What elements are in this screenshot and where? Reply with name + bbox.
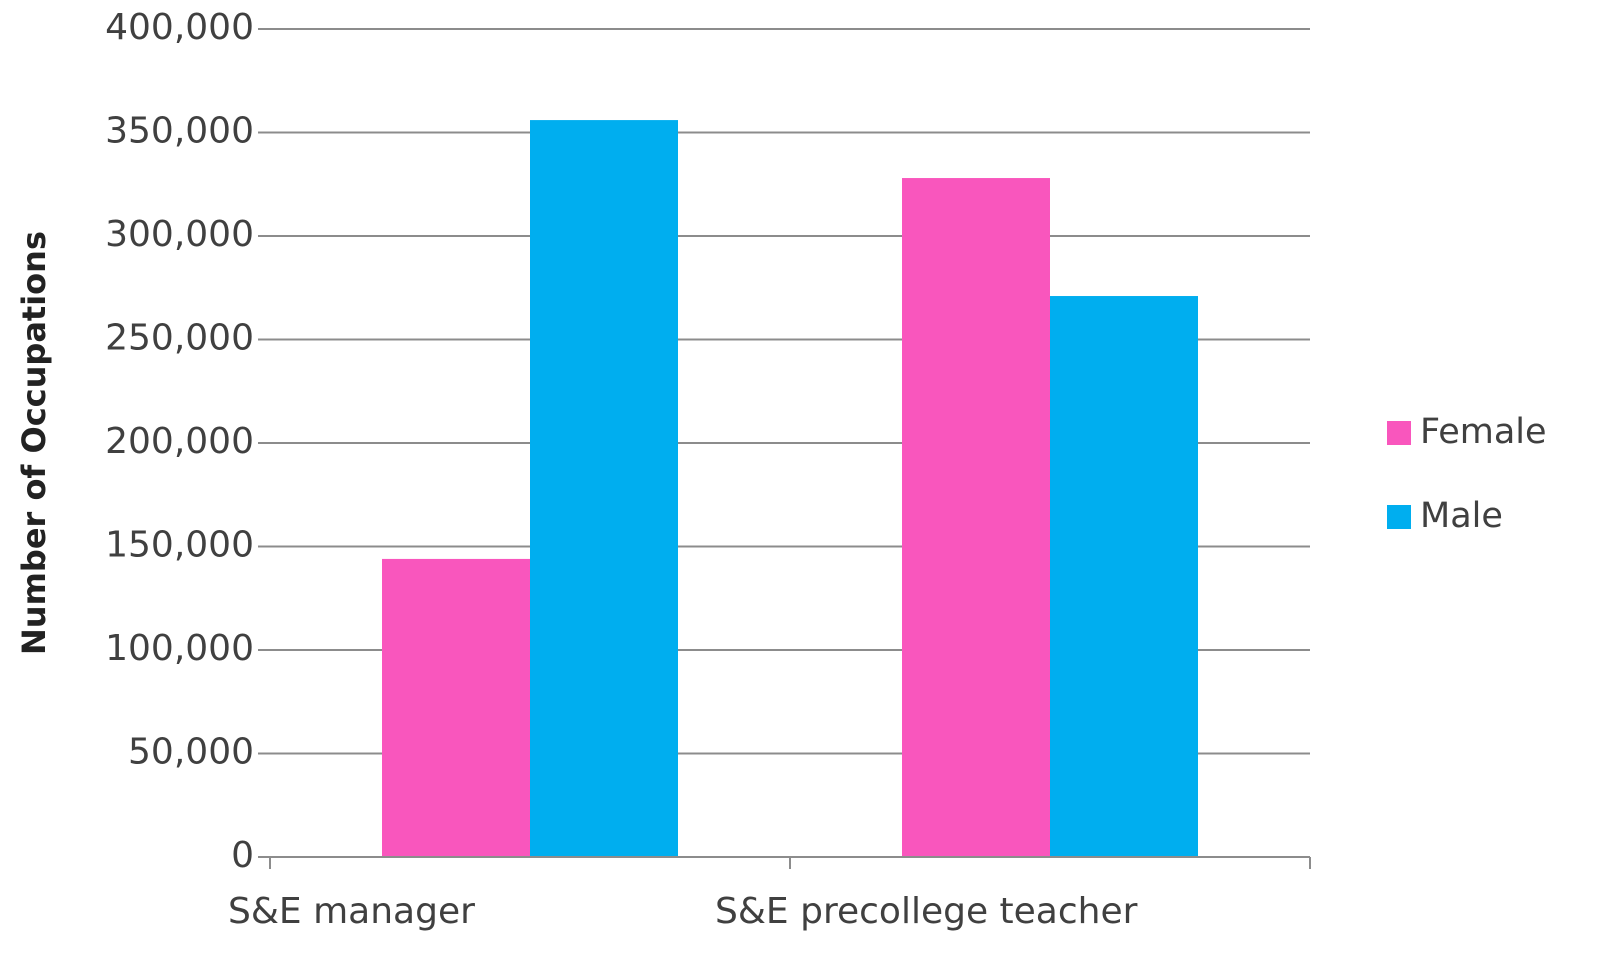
x-tick-label: S&E precollege teacher [715,891,1138,932]
legend-label: Male [1420,496,1503,536]
legend-swatch [1387,421,1411,445]
legend-swatch [1387,505,1411,529]
bar [902,178,1050,858]
legend-label: Female [1420,412,1547,452]
y-axis-title: Number of Occupations [15,231,53,655]
y-tick-label: 0 [231,835,254,876]
bar [530,120,678,857]
x-tick-label: S&E manager [228,891,475,932]
y-tick-label: 150,000 [105,525,254,566]
y-tick-label: 250,000 [105,318,254,359]
y-tick-label: 100,000 [105,628,254,669]
bar [1050,296,1198,857]
bar [382,558,530,857]
y-tick-label: 300,000 [105,214,254,255]
y-tick-label: 200,000 [105,421,254,462]
y-tick-label: 350,000 [105,111,254,152]
y-tick-label: 400,000 [105,7,254,48]
y-tick-label: 50,000 [128,732,254,773]
